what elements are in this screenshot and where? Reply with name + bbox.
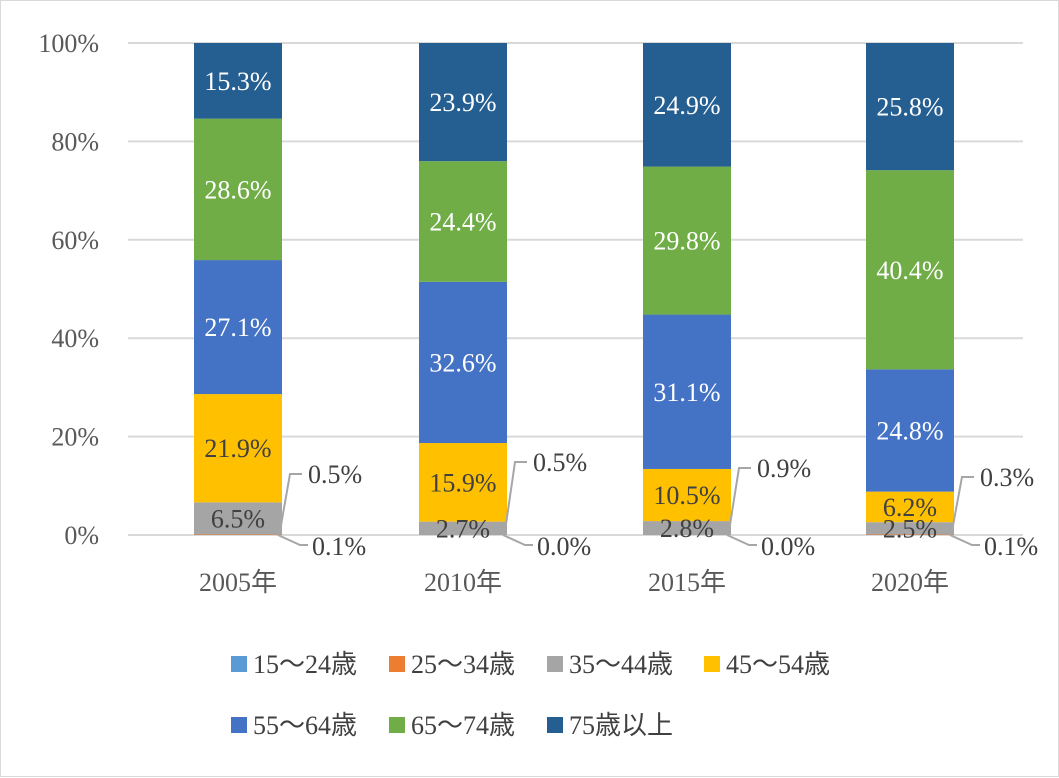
x-tick-label: 2015年 [648,568,726,597]
legend-swatch [547,656,563,672]
legend-swatch [704,656,720,672]
legend-label: 25～34歳 [411,650,515,679]
callout-label: 0.1% [312,532,366,561]
leader-line [278,535,308,545]
legend-label: 35～44歳 [569,650,673,679]
callout-label: 0.5% [533,448,587,477]
leader-line [280,474,302,531]
data-label: 40.4% [876,256,943,285]
legend-label: 45～54歳 [726,650,830,679]
callout-label: 0.1% [984,532,1038,561]
callout-label: 0.5% [308,460,362,489]
x-tick-label: 2005年 [199,568,277,597]
data-label: 21.9% [204,434,271,463]
legend-swatch [547,717,563,733]
leader-line [503,535,533,545]
y-tick-label: 100% [38,29,99,58]
leader-line [952,477,974,531]
legend-label: 75歳以上 [569,711,673,740]
data-label: 15.9% [429,468,496,497]
data-label: 24.8% [876,416,943,445]
leader-line [950,535,980,545]
callout-label: 0.0% [761,532,815,561]
y-tick-label: 0% [64,521,99,550]
data-label: 25.8% [876,93,943,122]
y-tick-label: 80% [51,127,99,156]
y-tick-label: 60% [51,226,99,255]
data-label: 10.5% [653,481,720,510]
data-label: 28.6% [204,175,271,204]
data-label: 27.1% [204,313,271,342]
data-label: 2.7% [436,514,490,543]
data-label: 2.8% [660,514,714,543]
data-label: 29.8% [653,227,720,256]
data-label: 15.3% [204,67,271,96]
data-label: 24.9% [653,91,720,120]
x-tick-label: 2020年 [871,568,949,597]
legend-label: 65～74歳 [411,711,515,740]
legend-swatch [231,717,247,733]
callout-label: 0.9% [757,454,811,483]
data-label: 6.5% [211,504,265,533]
data-label: 24.4% [429,208,496,237]
y-tick-label: 20% [51,423,99,452]
data-label: 23.9% [429,88,496,117]
leader-line [505,462,527,531]
legend-label: 15～24歳 [253,650,357,679]
legend-swatch [231,656,247,672]
data-label: 31.1% [653,378,720,407]
legend-swatch [389,656,405,672]
legend-label: 55～64歳 [253,711,357,740]
callout-label: 0.3% [980,463,1034,492]
data-label: 6.2% [883,493,937,522]
legend-swatch [389,717,405,733]
callout-label: 0.0% [537,532,591,561]
y-tick-label: 40% [51,324,99,353]
leader-line [727,535,757,545]
x-tick-label: 2010年 [424,568,502,597]
leader-line [729,468,751,531]
data-label: 32.6% [429,348,496,377]
